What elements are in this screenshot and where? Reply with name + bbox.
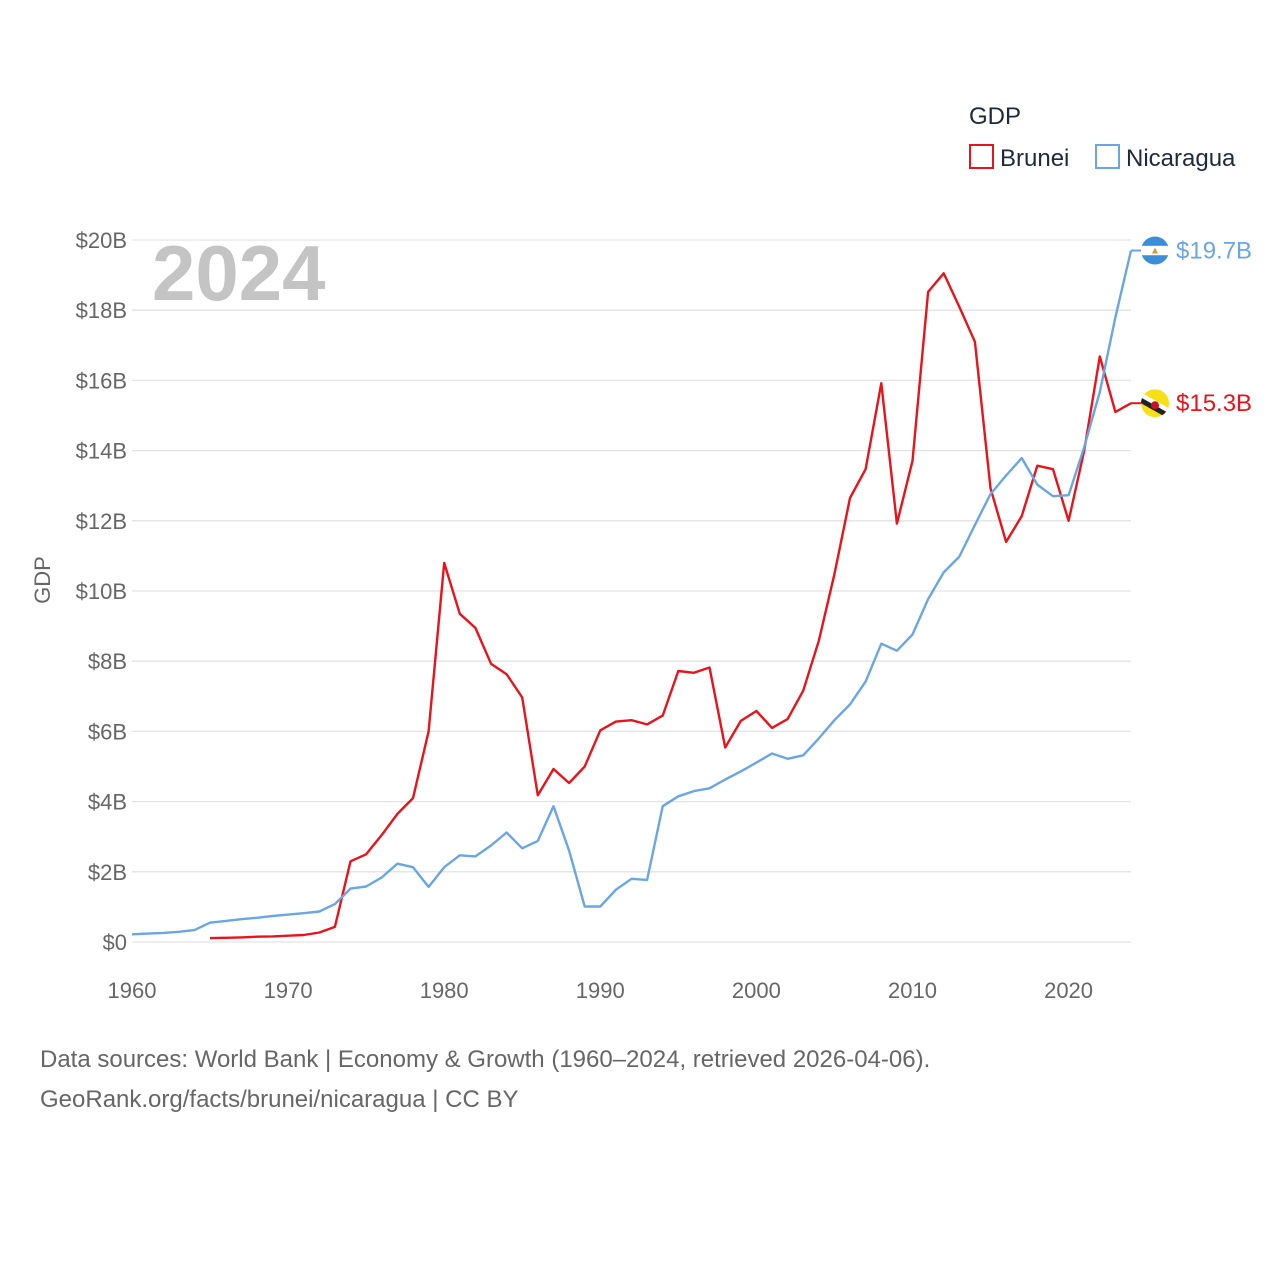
x-axis: 1960 1970 1980 1990 2000 2010 2020	[108, 978, 1094, 1003]
nicaragua-flag-icon	[1141, 236, 1169, 265]
source-caption: Data sources: World Bank | Economy & Gro…	[40, 1040, 930, 1120]
source-line-1: Data sources: World Bank | Economy & Gro…	[40, 1046, 931, 1073]
y-axis: $0 $2B $4B $6B $8B $10B $12B $14B $16B $18B $20B	[76, 228, 127, 955]
y-tick-label: $14B	[76, 439, 127, 464]
legend-label: Nicaragua	[1126, 145, 1236, 172]
legend: GDP Brunei Nicaragua	[969, 103, 1236, 172]
legend-swatch	[969, 144, 994, 169]
x-tick-label: 1970	[264, 978, 313, 1003]
y-tick-label: $6B	[88, 719, 127, 744]
legend-item-nicaragua[interactable]: Nicaragua	[1095, 144, 1236, 172]
y-tick-label: $10B	[76, 579, 127, 604]
y-tick-label: $20B	[76, 228, 127, 253]
series-lines	[131, 250, 1133, 940]
x-tick-label: 2000	[732, 978, 781, 1003]
x-tick-label: 1990	[576, 978, 625, 1003]
y-tick-label: $8B	[88, 649, 127, 674]
series-line-brunei	[209, 272, 1132, 940]
end-label-brunei: $15.3B	[1176, 390, 1252, 417]
end-labels: $15.3B $19.7B	[1131, 236, 1252, 418]
x-tick-label: 1960	[108, 978, 157, 1003]
legend-label: Brunei	[1000, 145, 1069, 172]
end-label-nicaragua: $19.7B	[1176, 238, 1252, 265]
grid-lines	[132, 239, 1131, 943]
y-tick-label: $4B	[88, 790, 127, 815]
x-tick-label: 1980	[420, 978, 469, 1003]
y-tick-label: $16B	[76, 368, 127, 393]
legend-title: GDP	[969, 103, 1021, 130]
series-line-nicaragua	[131, 250, 1133, 936]
x-tick-label: 2010	[888, 978, 937, 1003]
legend-item-brunei[interactable]: Brunei	[969, 144, 1069, 172]
y-tick-label: $12B	[76, 509, 127, 534]
year-watermark: 2024	[152, 229, 326, 317]
y-axis-title: GDP	[30, 556, 55, 604]
y-tick-label: $0	[103, 930, 127, 955]
legend-swatch	[1095, 144, 1120, 169]
y-tick-label: $18B	[76, 298, 127, 323]
brunei-flag-icon	[1141, 389, 1169, 418]
x-tick-label: 2020	[1044, 978, 1093, 1003]
y-tick-label: $2B	[88, 860, 127, 885]
source-line-2: GeoRank.org/facts/brunei/nicaragua | CC …	[40, 1086, 519, 1113]
